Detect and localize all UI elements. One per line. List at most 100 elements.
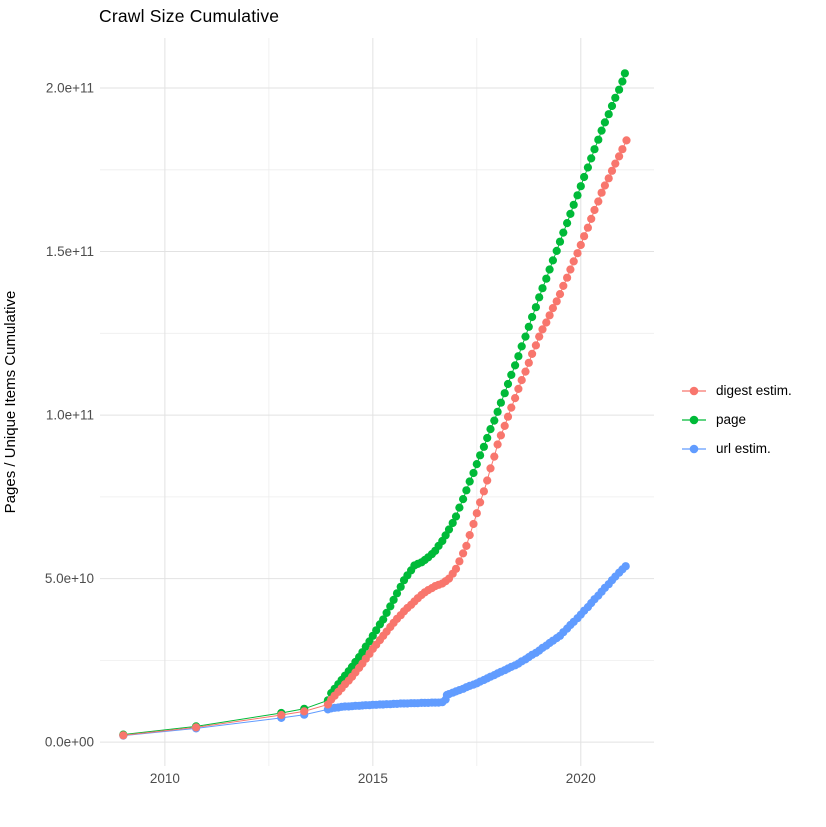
data-point: [542, 274, 551, 283]
y-axis-title: Pages / Unique Items Cumulative: [2, 290, 19, 514]
data-point: [618, 145, 627, 154]
data-point: [472, 509, 481, 518]
data-point: [479, 442, 488, 451]
data-point: [514, 352, 523, 361]
data-point: [600, 118, 610, 127]
legend-label: url estim.: [716, 441, 771, 456]
data-point: [459, 495, 468, 504]
data-point: [462, 486, 471, 495]
legend-marker-digest-estim-icon: [682, 386, 706, 395]
legend-item-url-estim: url estim.: [681, 434, 792, 463]
data-point: [472, 460, 481, 469]
y-tick-label: 1.0e+11: [46, 408, 94, 423]
data-point: [590, 145, 599, 154]
data-point: [382, 608, 391, 618]
data-point: [483, 476, 492, 485]
data-point: [604, 174, 613, 183]
data-point: [476, 498, 485, 507]
data-point: [493, 440, 502, 449]
data-point: [559, 228, 568, 237]
data-point: [545, 311, 554, 320]
data-point: [192, 723, 201, 732]
data-point: [597, 126, 606, 135]
data-point: [580, 232, 589, 241]
data-point: [392, 589, 402, 598]
data-point: [455, 503, 464, 512]
data-point: [583, 223, 593, 232]
data-point: [469, 468, 478, 478]
data-point: [559, 281, 568, 290]
data-point: [607, 101, 617, 111]
data-point: [462, 541, 471, 551]
data-point: [555, 290, 565, 299]
data-point: [576, 182, 585, 191]
data-point: [514, 384, 523, 393]
data-point: [552, 246, 561, 255]
data-point: [528, 349, 537, 358]
data-point: [566, 265, 575, 274]
data-point: [396, 582, 405, 591]
x-tick-label: 2010: [150, 771, 180, 786]
data-point: [538, 284, 547, 293]
data-point: [300, 707, 309, 716]
y-axis-tick-labels: 0.0e+00 5.0e+10 1.0e+11 1.5e+11 2.0e+11: [45, 81, 94, 750]
data-point: [604, 110, 613, 119]
data-point: [524, 322, 533, 331]
data-point: [455, 557, 464, 566]
data-point: [500, 389, 509, 398]
data-point: [597, 188, 606, 197]
data-point: [517, 376, 526, 385]
x-tick-label: 2020: [566, 771, 596, 786]
data-point: [607, 166, 617, 175]
data-point: [566, 209, 575, 218]
data-point: [459, 549, 468, 558]
data-point: [465, 477, 474, 486]
data-point: [496, 398, 505, 407]
data-point: [552, 297, 561, 306]
data-point: [507, 403, 516, 412]
series-digest-estim: [119, 136, 631, 740]
chart-title: Crawl Size Cumulative: [99, 6, 280, 26]
data-point: [444, 525, 454, 534]
data-point: [618, 77, 627, 86]
data-point: [563, 273, 572, 282]
data-point: [621, 562, 630, 571]
data-point: [535, 332, 544, 341]
data-point: [503, 412, 513, 421]
legend-marker-url-estim-icon: [682, 444, 706, 453]
data-point: [500, 421, 509, 430]
data-point: [490, 452, 499, 461]
data-point: [521, 367, 530, 376]
series-url-estim: [119, 562, 630, 740]
data-point: [611, 159, 620, 168]
data-point: [528, 312, 537, 322]
data-point: [542, 318, 551, 327]
data-point: [569, 257, 578, 266]
y-tick-label: 2.0e+11: [46, 81, 94, 96]
data-point: [538, 325, 547, 334]
data-point: [545, 265, 554, 274]
data-point: [503, 379, 513, 389]
data-point: [531, 303, 541, 312]
data-point: [521, 332, 530, 341]
data-point: [486, 464, 495, 473]
series-page: [119, 69, 630, 739]
data-point: [583, 163, 593, 172]
data-point: [386, 602, 395, 611]
data-point: [573, 191, 582, 200]
data-point: [379, 615, 388, 624]
data-point: [372, 626, 381, 635]
data-point: [620, 69, 630, 78]
x-tick-label: 2015: [358, 771, 388, 786]
data-point: [594, 197, 603, 206]
data-point: [569, 200, 578, 209]
data-point: [277, 710, 286, 720]
data-point: [451, 564, 461, 573]
data-point: [496, 431, 505, 440]
data-point: [563, 219, 572, 228]
data-point: [493, 407, 502, 416]
data-point: [479, 487, 488, 496]
data-point: [615, 85, 624, 94]
